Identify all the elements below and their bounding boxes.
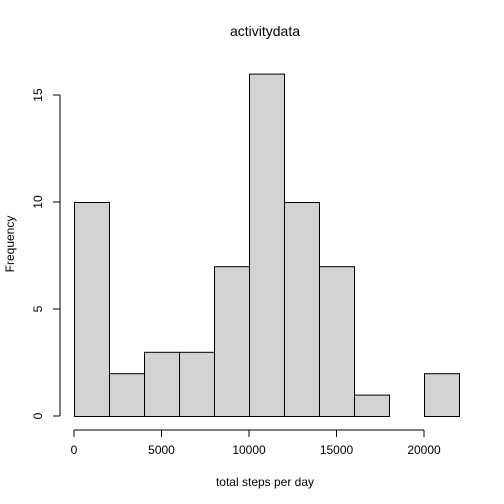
x-tick-label-1: 5000 bbox=[148, 443, 175, 457]
x-tick-label-0: 0 bbox=[71, 443, 78, 457]
bar-5 bbox=[249, 73, 285, 417]
bar-6 bbox=[284, 202, 320, 417]
bars-group bbox=[74, 73, 460, 418]
bar-3 bbox=[179, 351, 215, 417]
chart-title: activitydata bbox=[230, 23, 300, 39]
y-tick-label-1: 5 bbox=[31, 305, 45, 312]
bar-7 bbox=[319, 266, 355, 418]
bar-2 bbox=[144, 351, 180, 417]
bar-0 bbox=[74, 202, 110, 417]
y-axis: 0 5 10 15 bbox=[31, 88, 61, 419]
y-axis-label: Frequency bbox=[3, 216, 17, 273]
y-tick-label-2: 10 bbox=[31, 195, 45, 209]
x-axis-label: total steps per day bbox=[216, 475, 314, 489]
x-tick-label-3: 15000 bbox=[320, 443, 354, 457]
x-tick-label-4: 20000 bbox=[407, 443, 441, 457]
bar-1 bbox=[109, 373, 145, 418]
bar-10 bbox=[424, 373, 460, 418]
y-tick-label-0: 0 bbox=[31, 412, 45, 419]
bar-4 bbox=[214, 266, 250, 418]
x-tick-label-2: 10000 bbox=[232, 443, 266, 457]
y-tick-label-3: 15 bbox=[31, 88, 45, 102]
bar-8 bbox=[354, 394, 390, 418]
x-axis: 0 5000 10000 15000 20000 bbox=[71, 429, 441, 457]
